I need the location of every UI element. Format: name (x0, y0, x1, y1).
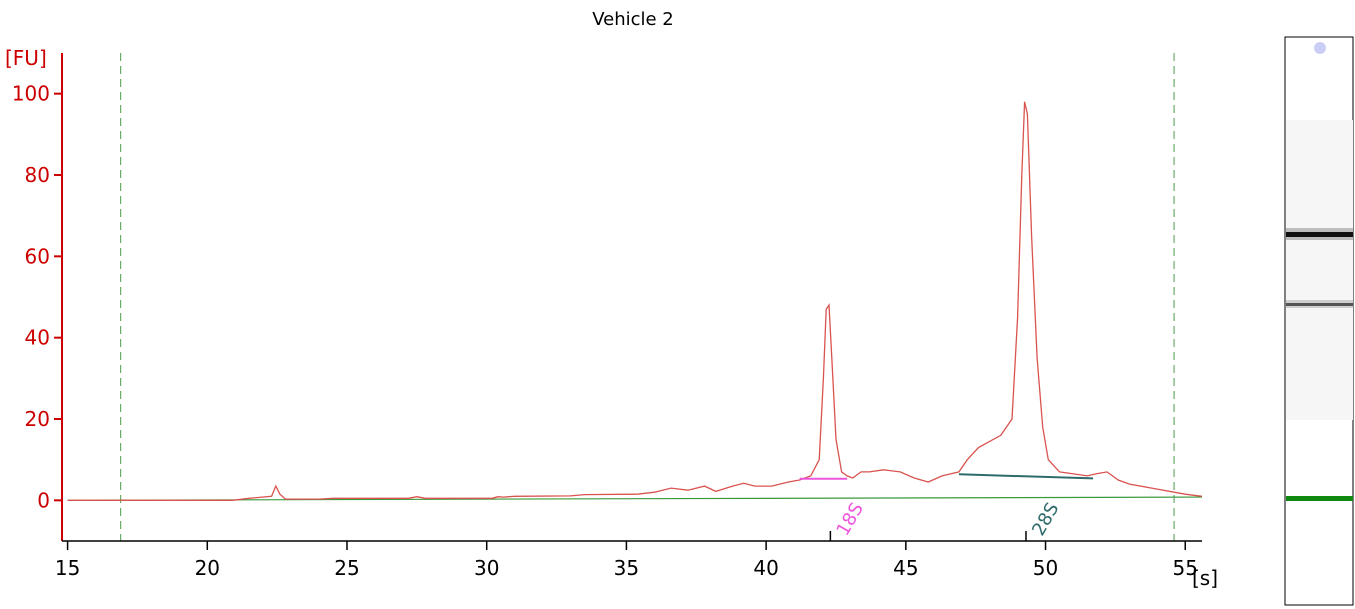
y-tick-label: 0 (37, 488, 50, 512)
y-tick-label: 100 (12, 82, 50, 106)
chart-title: Vehicle 2 (592, 9, 674, 30)
x-tick-label: 55 (1173, 556, 1198, 580)
gel-marker-band (1286, 496, 1353, 501)
x-tick-label: 30 (474, 556, 499, 580)
y-tick-label: 80 (25, 163, 50, 187)
gel-band-28s (1286, 232, 1353, 237)
y-tick-label: 60 (25, 244, 50, 268)
peak-28s-baseline (958, 473, 1094, 480)
x-tick-label: 15 (55, 556, 80, 580)
gel-smear (1286, 120, 1353, 420)
gel-lane-image (1284, 36, 1354, 606)
x-tick-label: 50 (1033, 556, 1058, 580)
y-tick-label: 20 (25, 407, 50, 431)
x-tick-label: 25 (334, 556, 359, 580)
x-tick-label: 40 (753, 556, 778, 580)
y-axis-label: [FU] (5, 46, 47, 70)
fluorescence-trace (67, 101, 1203, 501)
x-tick-label: 35 (614, 556, 639, 580)
x-tick-label: 45 (893, 556, 918, 580)
peak-28s-label: 28S (1028, 499, 1063, 539)
x-axis-label: [s] (1192, 566, 1218, 590)
peak-18s-label: 18S (833, 499, 868, 539)
gel-well-icon (1314, 42, 1326, 54)
baseline-line (67, 496, 1203, 501)
x-tick-label: 20 (195, 556, 220, 580)
gel-band-18s (1286, 303, 1353, 306)
y-tick-label: 40 (25, 326, 50, 350)
